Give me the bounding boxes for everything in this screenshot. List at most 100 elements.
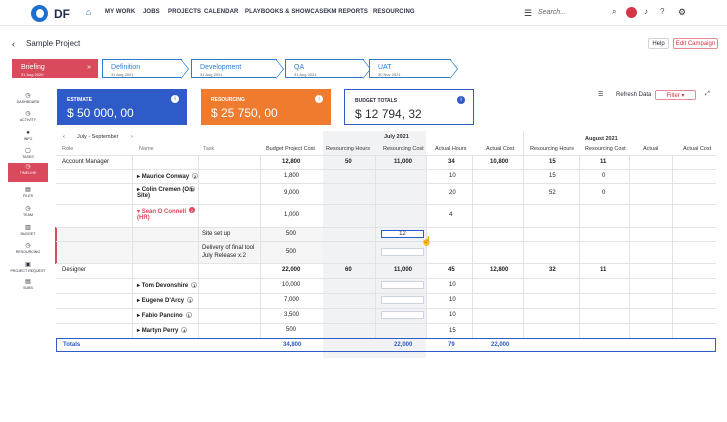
resourcing-hours-input[interactable]: 12 xyxy=(381,230,424,238)
person-name[interactable]: ▸ Eugene D'Arcy 1 xyxy=(137,297,194,304)
help-icon[interactable]: ? xyxy=(660,7,665,16)
menu-icon[interactable]: ☰ xyxy=(524,8,533,18)
col-divider xyxy=(198,155,199,338)
cell: 60 xyxy=(345,267,352,273)
column-header: Actual xyxy=(643,146,659,152)
sidebar-item-dashboard[interactable]: ◷ DASHBOARD xyxy=(8,92,48,112)
info-icon[interactable]: i xyxy=(315,95,323,103)
cell: 10 xyxy=(449,282,456,288)
nav-resourcing[interactable]: RESOURCING xyxy=(373,9,415,15)
sidebar-item-project-request[interactable]: ▣ PROJECT REQUEST xyxy=(8,261,48,281)
name-text: Fabio Pancino xyxy=(141,313,183,319)
info-icon[interactable]: i xyxy=(457,96,465,104)
home-icon[interactable]: ⌂ xyxy=(86,7,92,17)
stage-name: QA xyxy=(294,64,305,71)
col-divider xyxy=(260,155,261,338)
search-icon[interactable]: ⌕ xyxy=(612,7,617,16)
nav-playbooks[interactable]: PLAYBOOKS & SHOWCASE xyxy=(245,9,328,15)
stage-development[interactable]: Development 31 Aug 2021 xyxy=(191,59,277,78)
stage-name: Development xyxy=(200,64,242,71)
stage-name: Definition xyxy=(111,64,141,71)
column-header: Name xyxy=(139,146,154,152)
sidebar-item-info[interactable]: ● INFO xyxy=(8,129,48,149)
resourcing-hours-input[interactable] xyxy=(381,296,424,304)
sidebar-item-tasks[interactable]: ▢ TASKS xyxy=(8,147,48,167)
sidebar-item-team[interactable]: ◷ TEAM xyxy=(8,205,48,225)
person-name[interactable]: ▸ Fabio Pancino 1 xyxy=(137,312,192,319)
filter-label: Filter xyxy=(666,93,680,99)
back-icon[interactable]: ‹ xyxy=(12,39,15,49)
row-divider xyxy=(56,278,716,279)
nav-projects[interactable]: PROJECTS xyxy=(168,9,202,15)
cell: 500 xyxy=(286,327,297,333)
stage-definition[interactable]: Definition 31 Aug 2021 xyxy=(102,59,182,78)
row-divider xyxy=(56,263,716,264)
expand-icon[interactable]: ⤢ xyxy=(705,91,710,97)
sidebar-item-subs[interactable]: ▤ SUBS xyxy=(8,278,48,298)
nav-km-reports[interactable]: KM REPORTS xyxy=(327,9,369,15)
activity-icon: ◷ xyxy=(25,111,31,117)
sidebar-item-activity[interactable]: ◷ ACTIVITY xyxy=(8,110,48,130)
resourcing-hours-input[interactable] xyxy=(381,248,424,256)
avatar[interactable] xyxy=(626,7,637,18)
cursor-icon: ☝ xyxy=(421,236,433,246)
column-header: Resourcing Hours xyxy=(530,146,575,152)
stage-qa[interactable]: QA 31 Aug 2021 xyxy=(285,59,364,78)
row-divider xyxy=(56,155,716,156)
bell-icon[interactable]: ♪ xyxy=(644,7,648,16)
role-name: Designer xyxy=(62,267,87,273)
dashboard-icon: ◷ xyxy=(25,93,31,99)
column-header: Actual Cost xyxy=(683,146,712,152)
search-input[interactable]: Search... xyxy=(538,9,567,16)
sidebar-label: SUBS xyxy=(23,286,33,290)
next-icon[interactable]: › xyxy=(131,134,133,140)
stage-name: Briefing xyxy=(21,64,45,71)
col-divider xyxy=(629,155,630,338)
row-divider xyxy=(56,169,716,170)
edit-campaign-button[interactable]: Edit Campaign xyxy=(673,38,718,49)
stage-uat[interactable]: UAT 30 Nov 2021 xyxy=(369,59,451,78)
column-header: Resourcing Cost xyxy=(383,146,424,152)
person-name[interactable]: ▸ Maurice Conway 2 xyxy=(137,173,199,180)
list-view-icon[interactable]: ☰ xyxy=(598,92,604,98)
stage-chevron xyxy=(276,60,283,78)
person-name[interactable]: ▸ Martyn Perry 4 xyxy=(137,327,188,334)
prev-icon[interactable]: ‹ xyxy=(63,134,65,140)
stage-briefing[interactable]: Briefing 31 Aug 2020 » xyxy=(12,59,98,78)
sidebar-label: TEAM xyxy=(23,213,33,217)
help-button[interactable]: Help xyxy=(648,38,669,49)
person-name[interactable]: ▾ Sean O Connell (HR) xyxy=(137,209,187,221)
estimate-card: ESTIMATE $ 50 000, 00 i xyxy=(57,89,187,125)
resourcing-hours-input[interactable] xyxy=(381,311,424,319)
person-name[interactable]: ▸ Tom Devonshire 1 xyxy=(137,282,198,289)
gear-icon[interactable]: ⚙ xyxy=(678,7,687,17)
filter-button[interactable]: Filter ▾ xyxy=(655,90,696,100)
cell: 11 xyxy=(600,159,607,165)
info-icon[interactable]: i xyxy=(171,95,179,103)
nav-my-work[interactable]: MY WORK xyxy=(105,9,136,15)
column-header: Actual Cost xyxy=(486,146,515,152)
nav-jobs[interactable]: JOBS xyxy=(143,9,160,15)
sidebar-item-resourcing[interactable]: ◷ RESOURCING xyxy=(8,242,48,262)
column-header: Task xyxy=(203,146,215,152)
sidebar-label: TASKS xyxy=(22,155,34,159)
name-text: Eugene D'Arcy xyxy=(141,298,185,304)
sidebar-item-files[interactable]: ▤ FILES xyxy=(8,186,48,206)
date-range: July - September xyxy=(77,134,119,140)
cell: 11,000 xyxy=(394,267,413,273)
task-name: Delivery of final tool July Release x.2 xyxy=(202,245,255,259)
name-text: Martyn Perry xyxy=(141,328,179,334)
nav-calendar[interactable]: CALENDAR xyxy=(204,9,239,15)
month-header: August 2021 xyxy=(585,136,618,142)
row-divider xyxy=(56,227,716,228)
resourcing-hours-input[interactable] xyxy=(381,281,424,289)
budget-icon: ▥ xyxy=(25,225,31,231)
sidebar-item-timeline[interactable]: ◷ TIMELINE xyxy=(8,163,48,182)
col-divider xyxy=(426,155,427,338)
count-badge: 11 xyxy=(189,186,195,192)
sidebar-item-budget[interactable]: ▥ BUDGET xyxy=(8,224,48,244)
person-name[interactable]: ▸ Colin Cremen (On-Site) xyxy=(137,187,195,199)
cell: 0 xyxy=(602,173,606,179)
stage-date: 31 Aug 2021 xyxy=(294,72,317,77)
refresh-data-button[interactable]: Refresh Data xyxy=(616,92,652,98)
